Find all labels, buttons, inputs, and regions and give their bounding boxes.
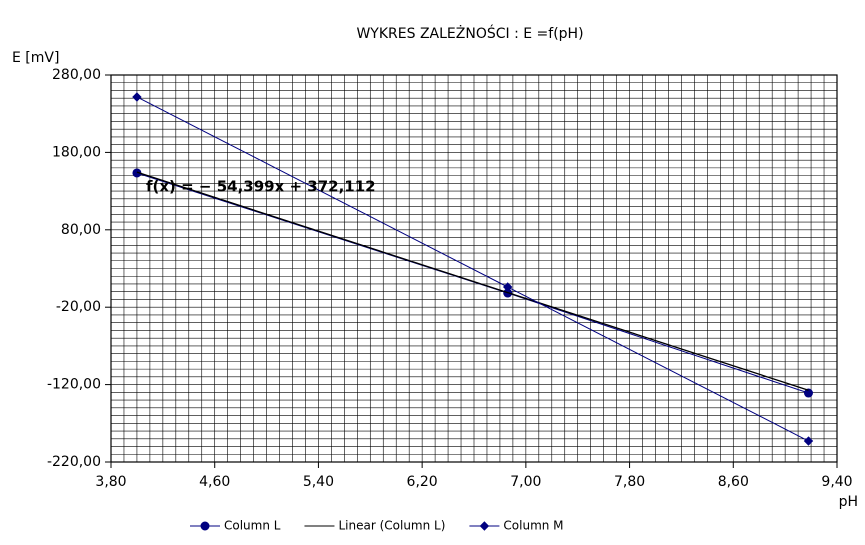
- data-point: [803, 388, 813, 398]
- legend-marker: [479, 521, 490, 531]
- x-tick-label: 8,60: [718, 474, 749, 490]
- x-tick-label: 4,60: [199, 474, 230, 490]
- x-tick-label: 3,80: [95, 474, 126, 490]
- x-tick-label: 5,40: [303, 474, 334, 490]
- y-axis-label: E [mV]: [12, 50, 59, 66]
- legend-marker: [200, 521, 210, 531]
- series-line: [136, 96, 809, 442]
- plot-frame: [110, 74, 838, 463]
- x-tick-label: 7,80: [614, 474, 645, 490]
- data-point: [132, 92, 142, 102]
- x-tick-label: 9,40: [821, 474, 852, 490]
- x-tick-label: 7,00: [510, 474, 541, 490]
- data-point: [503, 282, 513, 292]
- y-tick-label: 280,00: [52, 67, 101, 83]
- legend-label: Column M: [503, 519, 563, 533]
- y-tick-label: -20,00: [56, 299, 101, 315]
- y-tick-label: -120,00: [47, 377, 101, 393]
- data-point: [803, 436, 814, 446]
- x-axis-label: pH: [839, 494, 858, 510]
- y-tick-label: -220,00: [47, 454, 101, 470]
- series-line: [136, 172, 809, 394]
- legend-label: Column L: [224, 519, 281, 533]
- grid: [111, 75, 837, 462]
- legend-label: Linear (Column L): [338, 519, 445, 533]
- y-tick-label: 180,00: [52, 144, 101, 160]
- x-tick-label: 6,20: [407, 474, 438, 490]
- annotation: f(x) = − 54,399x + 372,112: [146, 178, 376, 196]
- y-tick-label: 80,00: [61, 222, 101, 238]
- chart-title: WYKRES ZALEŻNOŚCI : E =f(pH): [356, 24, 583, 42]
- series-line: [136, 171, 809, 391]
